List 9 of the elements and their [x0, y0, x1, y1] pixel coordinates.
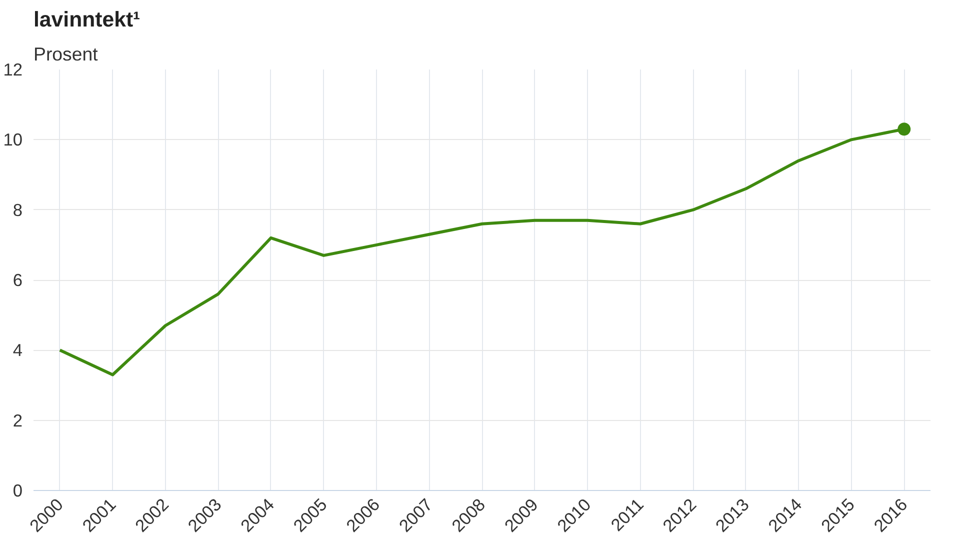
y-axis-title: Prosent [34, 44, 99, 64]
y-tick-label: 2 [12, 410, 23, 430]
y-tick-label: 8 [12, 200, 23, 220]
y-tick-label: 12 [3, 60, 23, 80]
y-tick-label: 4 [12, 340, 23, 360]
chart-title: lavinntekt¹ [34, 8, 140, 32]
y-tick-label: 0 [12, 480, 23, 500]
y-tick-label: 10 [3, 130, 23, 150]
y-tick-label: 6 [12, 270, 23, 290]
